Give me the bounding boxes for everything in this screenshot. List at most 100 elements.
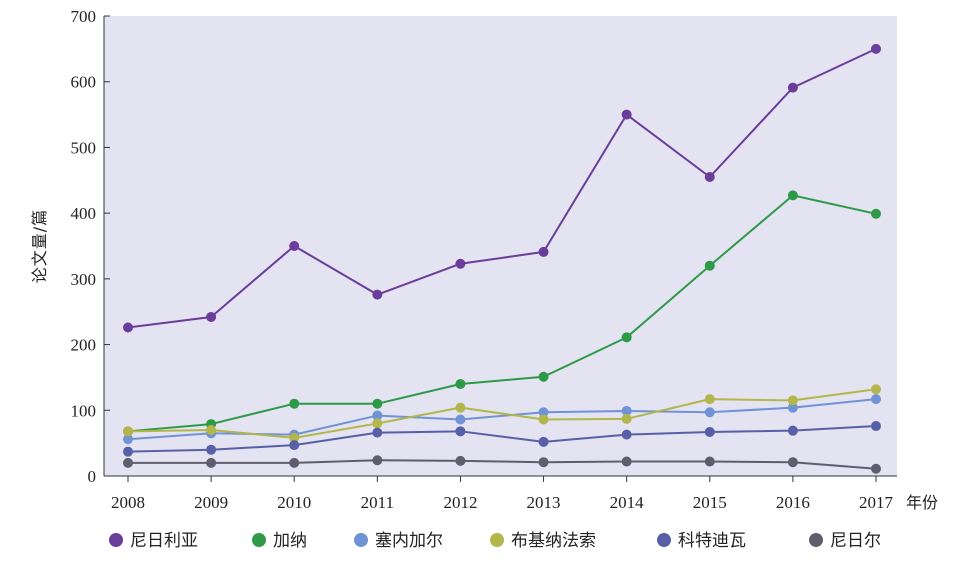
plot-background (104, 16, 897, 476)
legend-marker (809, 533, 823, 547)
data-point (206, 457, 217, 468)
legend-marker (252, 533, 266, 547)
data-point (289, 432, 300, 443)
y-ticks: 0 100 200 300 400 500 600 700 (71, 7, 110, 486)
legend-item: 尼日利亚 (109, 531, 198, 551)
data-point (621, 332, 632, 343)
data-point (538, 436, 549, 447)
data-point (704, 456, 715, 467)
data-point (871, 43, 881, 54)
data-point (704, 172, 715, 182)
data-point (871, 394, 881, 405)
data-point (455, 426, 466, 437)
data-point (206, 425, 217, 435)
legend-label: 科特迪瓦 (678, 531, 746, 551)
x-tick-label: 2011 (361, 493, 394, 512)
x-tick-label: 2008 (111, 493, 145, 512)
data-point (372, 427, 383, 438)
series-line (127, 388, 877, 439)
data-point (787, 425, 798, 436)
x-tick-label: 2014 (610, 493, 645, 512)
legend-label: 布基纳法索 (511, 531, 596, 551)
legend-marker (657, 533, 671, 547)
data-point (621, 413, 632, 424)
data-point (372, 455, 383, 466)
data-point (123, 446, 133, 457)
series-3 (123, 384, 881, 443)
x-tick-label: 2016 (776, 493, 810, 512)
data-point (621, 109, 632, 120)
y-tick-label: 400 (71, 204, 97, 223)
data-point (123, 426, 133, 437)
data-point (538, 407, 549, 418)
data-point (621, 405, 632, 416)
y-tick-label: 600 (71, 73, 97, 92)
data-point (289, 440, 300, 451)
data-point (372, 410, 383, 421)
legend-item: 尼日尔 (809, 531, 881, 551)
data-point (123, 322, 133, 333)
data-point (538, 371, 549, 382)
legend-marker (490, 533, 504, 547)
series-layer (123, 43, 881, 474)
legend-marker (109, 533, 123, 547)
data-point (206, 311, 217, 322)
data-point (289, 241, 300, 251)
data-point (787, 395, 798, 406)
data-point (206, 444, 217, 455)
series-4 (123, 421, 881, 457)
data-point (787, 82, 798, 93)
data-point (704, 260, 715, 271)
y-tick-label: 500 (71, 138, 97, 157)
x-tick-label: 2015 (693, 493, 727, 512)
x-tick-label: 2017 (859, 493, 894, 512)
y-tick-label: 300 (71, 270, 97, 289)
data-point (538, 457, 549, 468)
legend-label: 尼日利亚 (130, 531, 198, 551)
legend-label: 尼日尔 (830, 531, 881, 551)
y-tick-label: 700 (71, 7, 97, 26)
data-point (787, 190, 798, 201)
data-point (123, 434, 133, 445)
legend-item: 布基纳法索 (490, 531, 596, 551)
data-point (704, 426, 715, 437)
data-point (372, 418, 383, 429)
x-ticks: 2008 2009 2010 2011 2012 2013 2014 2015 2016 2017 (111, 476, 894, 512)
x-tick-label: 2012 (443, 493, 477, 512)
series-line (127, 194, 877, 433)
series-0 (123, 43, 881, 333)
x-tick-label: 2010 (277, 493, 311, 512)
data-point (871, 208, 881, 219)
data-point (787, 457, 798, 468)
data-point (289, 457, 300, 468)
data-point (455, 258, 466, 269)
data-point (871, 384, 881, 395)
x-axis-title: 年份 (906, 493, 938, 512)
data-point (787, 402, 798, 413)
data-point (704, 394, 715, 405)
data-point (538, 414, 549, 425)
data-point (455, 414, 466, 425)
data-point (538, 246, 549, 257)
legend-marker (354, 533, 368, 547)
data-point (621, 429, 632, 440)
series-5 (123, 455, 881, 474)
y-tick-label: 100 (71, 401, 97, 420)
legend-item: 塞内加尔 (354, 531, 443, 551)
data-point (372, 289, 383, 300)
legend: 尼日利亚 加纳 塞内加尔 布基纳法索 科特迪瓦 尼日尔 (109, 531, 881, 551)
series-line (128, 459, 877, 470)
data-point (704, 407, 715, 418)
y-tick-label: 200 (71, 336, 97, 355)
data-point (621, 456, 632, 467)
series-line (127, 47, 877, 329)
data-point (871, 421, 881, 432)
data-point (455, 402, 466, 413)
legend-item: 科特迪瓦 (657, 531, 746, 551)
y-axis-title: 论文量/篇 (30, 209, 49, 283)
legend-item: 加纳 (252, 531, 307, 551)
data-point (455, 455, 466, 466)
x-tick-label: 2013 (527, 493, 561, 512)
y-tick-label: 0 (88, 467, 97, 486)
